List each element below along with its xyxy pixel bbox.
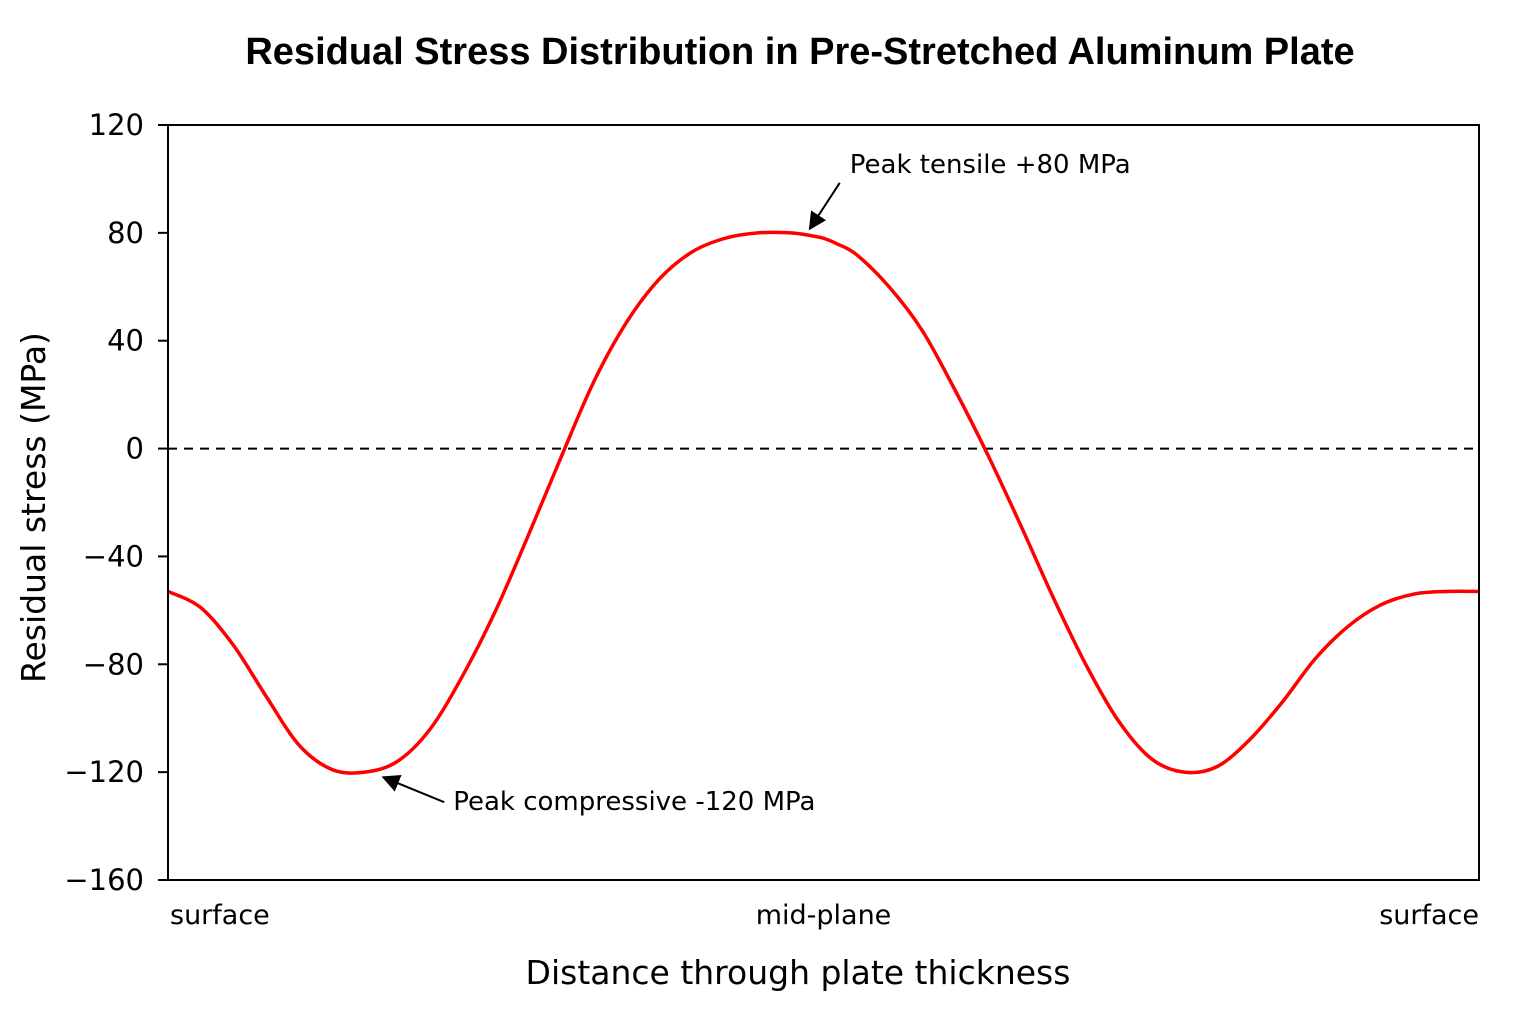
annotations: Peak tensile +80 MPa Peak compressive -1… xyxy=(381,150,1131,817)
annotation-arrow-tensile xyxy=(808,182,841,231)
annotation-peak-compressive: Peak compressive -120 MPa xyxy=(453,787,815,817)
x-tick-label: surface xyxy=(1379,900,1479,931)
y-tick-label: 120 xyxy=(89,108,144,142)
y-tick-label: −40 xyxy=(83,539,144,573)
plot-frame xyxy=(167,124,1480,881)
y-tick-label: −120 xyxy=(64,755,144,789)
y-axis: 120 80 40 0 −40 −80 −120 −160 xyxy=(64,108,168,897)
y-tick-label: −80 xyxy=(83,647,144,681)
chart-title: Residual Stress Distribution in Pre-Stre… xyxy=(245,31,1354,73)
series-line xyxy=(167,230,1480,775)
y-tick-label: 0 xyxy=(126,432,144,466)
x-axis: surface mid-plane surface xyxy=(170,900,1479,931)
y-tick-label: 40 xyxy=(107,324,144,358)
annotation-arrow-compressive xyxy=(381,774,445,804)
plot-area xyxy=(167,124,1480,881)
y-tick-label: 80 xyxy=(107,216,144,250)
y-tick-label: −160 xyxy=(64,863,144,897)
annotation-peak-tensile: Peak tensile +80 MPa xyxy=(850,150,1131,180)
x-tick-label: mid-plane xyxy=(756,900,892,931)
y-axis-title: Residual stress (MPa) xyxy=(14,332,53,683)
x-tick-label: surface xyxy=(170,900,270,931)
x-axis-title: Distance through plate thickness xyxy=(526,953,1071,992)
